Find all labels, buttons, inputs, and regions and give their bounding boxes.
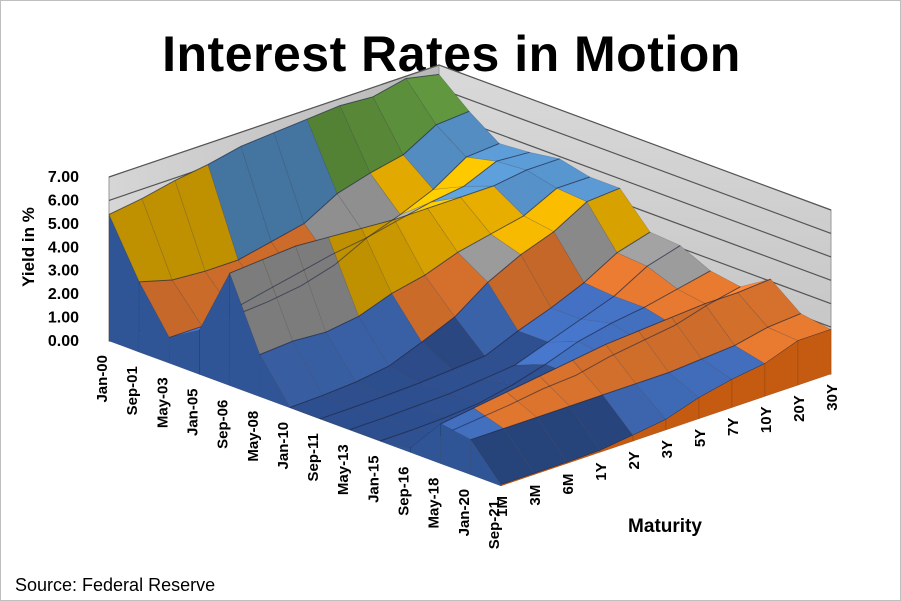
series-line	[380, 270, 711, 442]
front-face	[797, 329, 832, 386]
date-tick-label: May-18	[426, 478, 443, 529]
date-tick-label: Jan-10	[275, 422, 292, 470]
source-note: Source: Federal Reserve	[15, 575, 216, 595]
date-tick-label: Sep-01	[124, 366, 141, 415]
maturity-tick-label: 20Y	[791, 395, 808, 422]
y-tick-label: 1.00	[48, 310, 79, 327]
maturity-tick-label: 2Y	[626, 451, 643, 469]
y-tick-label: 3.00	[48, 263, 79, 280]
series-line	[470, 313, 801, 441]
maturity-tick-label: 1M	[494, 496, 511, 517]
date-tick-label: May-08	[245, 411, 262, 462]
y-tick-label: 2.00	[48, 286, 79, 303]
series-line	[259, 176, 590, 356]
y-tick-label: 4.00	[48, 239, 79, 256]
series-line	[350, 245, 681, 430]
date-tick-label: May-13	[335, 444, 352, 495]
maturity-tick-label: 30Y	[824, 384, 841, 411]
date-tick-label: Sep-16	[396, 467, 413, 516]
series-line	[319, 231, 651, 420]
date-tick-label: Sep-11	[305, 433, 322, 481]
maturity-axis-tick-labels: 1M 3M 6M 1Y 2Y 3Y 5Y 7Y 10Y 20Y 30Y	[494, 384, 841, 517]
date-axis-tick-labels: Jan-00 Sep-01 May-03 Jan-05 Sep-06 May-08 Jan-…	[94, 355, 503, 549]
x-axis-label: Maturity	[628, 516, 702, 537]
y-axis-tick-labels: 0.00 1.00 2.00 3.00 4.00 5.00 6.00 7.00	[48, 169, 79, 350]
maturity-tick-label: 3Y	[659, 440, 676, 458]
date-tick-label: Sep-21	[486, 500, 503, 549]
series-line	[440, 278, 771, 425]
date-tick-label: Jan-00	[94, 355, 111, 403]
maturity-tick-label: 1Y	[593, 462, 610, 480]
maturity-tick-label: 7Y	[725, 418, 742, 436]
y-tick-label: 7.00	[48, 169, 79, 186]
yield-surface	[108, 73, 832, 487]
maturity-tick-label: 10Y	[758, 406, 775, 433]
side-face	[169, 329, 200, 375]
series-line	[139, 110, 470, 283]
y-axis-label: Yield in %	[19, 207, 38, 287]
maturity-tick-label: 5Y	[692, 429, 709, 447]
series-line	[289, 187, 621, 408]
series-line	[410, 286, 741, 449]
maturity-tick-label: 6M	[560, 474, 577, 495]
series-line	[199, 151, 530, 331]
date-tick-label: Jan-15	[365, 455, 382, 503]
date-tick-label: Jan-05	[184, 388, 201, 436]
series-line	[229, 158, 560, 274]
maturity-tick-label: 3M	[527, 485, 544, 506]
y-tick-label: 5.00	[48, 216, 79, 233]
date-tick-label: May-03	[154, 377, 171, 428]
y-tick-label: 0.00	[48, 333, 79, 350]
series-line	[108, 73, 440, 215]
gridline	[108, 64, 832, 211]
y-tick-label: 6.00	[48, 192, 79, 209]
date-tick-label: Sep-06	[215, 400, 232, 449]
date-tick-label: Jan-20	[456, 489, 473, 537]
side-face	[470, 438, 502, 487]
